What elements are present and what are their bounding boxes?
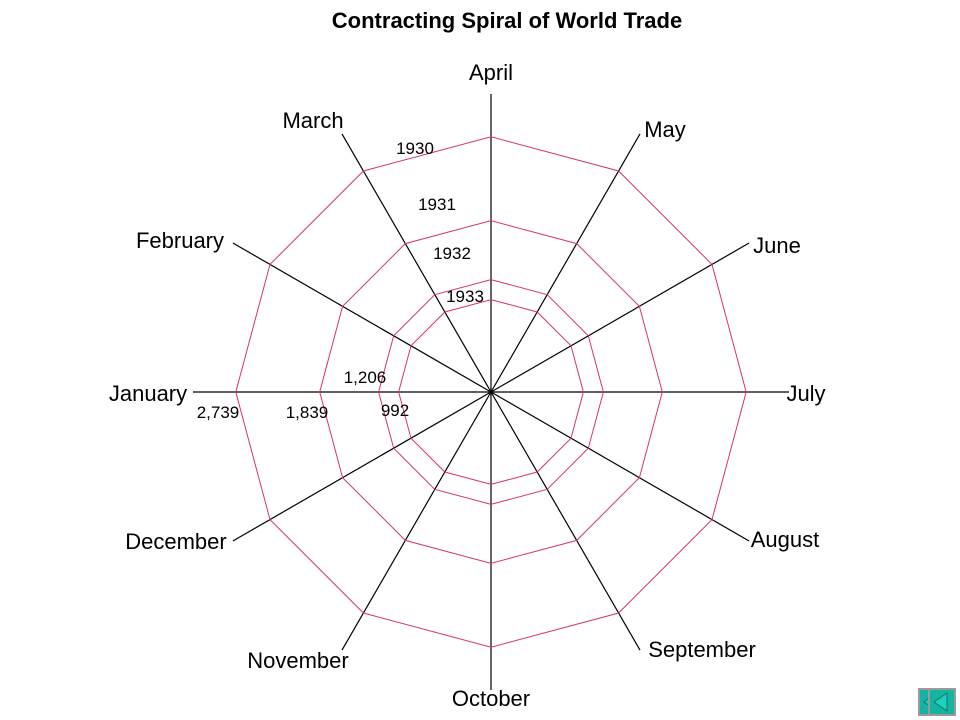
value-labels: 2,739 1,839 1,206 992 xyxy=(197,368,409,422)
month-label-may: May xyxy=(644,117,686,142)
radar-series xyxy=(235,136,747,648)
month-label-september: September xyxy=(648,637,756,662)
axis-spoke-march xyxy=(341,133,492,393)
chart-title: Contracting Spiral of World Trade xyxy=(332,8,682,33)
value-label: 2,739 xyxy=(197,403,240,422)
month-label-april: April xyxy=(469,60,513,85)
series-line-1930 xyxy=(235,136,747,648)
month-label-november: November xyxy=(247,648,348,673)
axis-spoke-june xyxy=(490,242,750,393)
axis-spoke-november xyxy=(341,391,492,651)
series-label-1931: 1931 xyxy=(418,195,456,214)
left-arrow-icon xyxy=(933,692,948,712)
value-label: 1,839 xyxy=(286,403,329,422)
series-label-1933: 1933 xyxy=(446,287,484,306)
series-line-1932 xyxy=(378,279,604,505)
series-label-1930: 1930 xyxy=(396,139,434,158)
month-label-march: March xyxy=(282,108,343,133)
value-label: 992 xyxy=(381,401,409,420)
radar-axes xyxy=(193,94,789,690)
axis-spoke-may xyxy=(490,133,641,393)
month-label-january: January xyxy=(109,381,187,406)
series-label-1932: 1932 xyxy=(433,244,471,263)
series-line-1931 xyxy=(319,220,663,564)
axis-spoke-august xyxy=(490,391,750,542)
month-labels: January February March April May June July Augu… xyxy=(109,60,826,711)
axis-spoke-september xyxy=(490,391,641,651)
series-line-1933 xyxy=(398,299,584,485)
month-label-december: December xyxy=(125,529,226,554)
series-labels: 1930 1931 1932 1933 xyxy=(396,139,484,306)
month-label-july: July xyxy=(786,381,825,406)
axis-spoke-december xyxy=(232,391,492,542)
month-label-august: August xyxy=(751,527,820,552)
value-label: 1,206 xyxy=(344,368,387,387)
month-label-june: June xyxy=(753,233,801,258)
month-label-february: February xyxy=(136,228,224,253)
axis-spoke-february xyxy=(232,242,492,393)
next-slide-button[interactable] xyxy=(928,688,956,716)
month-label-october: October xyxy=(452,686,530,711)
